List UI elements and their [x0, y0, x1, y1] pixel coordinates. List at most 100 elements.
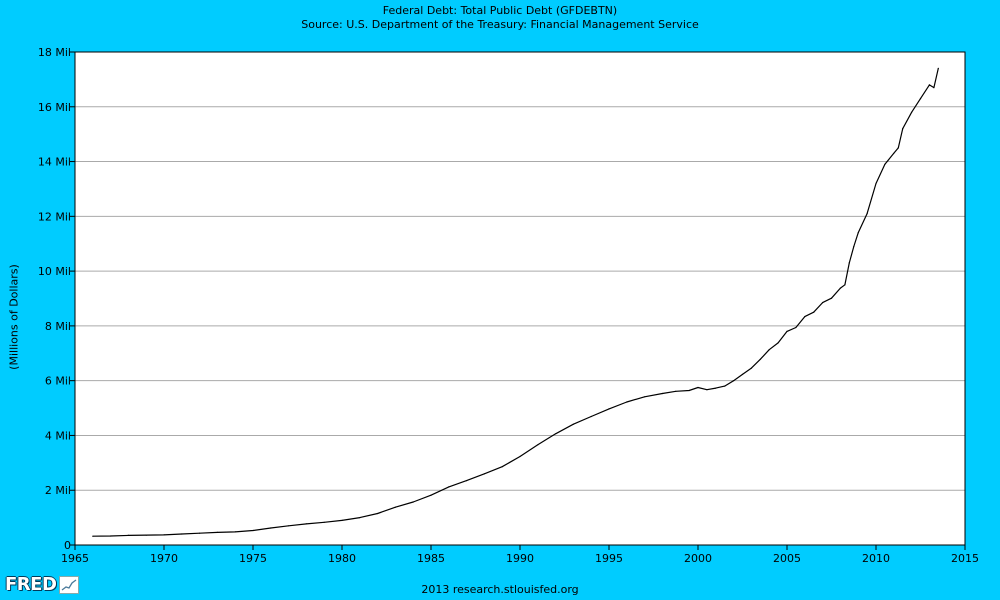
data-point: [199, 532, 201, 534]
data-point: [786, 330, 788, 332]
data-point: [911, 111, 913, 113]
data-point: [626, 401, 628, 403]
data-point: [359, 517, 361, 519]
data-point: [884, 163, 886, 165]
data-point: [519, 455, 521, 458]
y-tick-label: 12 Mil: [38, 210, 71, 223]
data-point: [661, 392, 664, 395]
x-tick-label: 2000: [684, 552, 712, 565]
x-tick-label: 2005: [773, 552, 801, 565]
data-point: [430, 494, 432, 496]
logo-graph-icon: [59, 576, 80, 594]
data-point: [928, 84, 931, 86]
data-point: [759, 358, 761, 360]
chart-title: Federal Debt: Total Public Debt (GFDEBTN…: [382, 4, 618, 17]
x-tick-label: 1965: [61, 552, 89, 565]
x-tick-label: 1975: [239, 552, 267, 565]
y-tick-label: 10 Mil: [38, 265, 71, 278]
data-point: [323, 521, 325, 523]
data-point: [902, 128, 904, 130]
data-point: [590, 415, 592, 418]
data-point: [777, 342, 779, 344]
data-point: [394, 506, 396, 508]
data-point: [893, 152, 895, 154]
data-point: [897, 147, 899, 149]
y-tick-label: 18 Mil: [38, 46, 71, 59]
x-tick-label: 2010: [862, 552, 890, 565]
data-point: [537, 444, 539, 446]
data-point: [750, 367, 753, 369]
axes: [70, 51, 966, 550]
data-point: [608, 408, 610, 410]
data-point: [919, 98, 922, 100]
data-point: [252, 529, 254, 532]
data-point: [145, 534, 147, 536]
data-point: [181, 533, 183, 535]
y-tick-label: 2 Mil: [45, 484, 71, 497]
data-point: [412, 501, 414, 503]
data-point: [937, 67, 939, 69]
y-tick-label: 16 Mil: [38, 101, 71, 114]
data-point: [933, 87, 935, 89]
data-point: [466, 480, 468, 482]
data-point: [857, 232, 859, 234]
data-point: [830, 297, 833, 299]
data-point: [848, 262, 850, 264]
x-tick-label: 1970: [150, 552, 178, 565]
y-axis-label: (Millions of Dollars): [7, 264, 21, 370]
data-point: [501, 466, 503, 468]
data-point: [715, 387, 717, 389]
data-point: [377, 512, 379, 515]
tick-labels: 0 2 Mil 4 Mil 6 Mil 8 Mil 10 Mil 12 Mil 14 Mil 1…: [38, 46, 979, 565]
x-tick-label: 1980: [328, 552, 356, 565]
data-point: [795, 326, 797, 329]
y-tick-label: 8 Mil: [45, 320, 71, 333]
x-tick-label: 2015: [951, 552, 979, 565]
data-point: [127, 534, 129, 537]
data-point: [822, 302, 824, 304]
data-point: [644, 396, 646, 398]
data-point: [839, 287, 842, 289]
data-point: [234, 531, 236, 533]
data-point: [572, 423, 575, 425]
footer-credit[interactable]: 2013 research.stlouisfed.org: [421, 583, 579, 596]
data-point: [341, 519, 343, 522]
fred-logo-text: FRED: [5, 574, 57, 595]
y-tick-label: 14 Mil: [38, 156, 71, 169]
y-tick-label: 4 Mil: [45, 429, 71, 442]
plot-border: [74, 51, 966, 546]
data-point: [675, 390, 677, 392]
data-point: [804, 316, 806, 318]
data-point: [741, 373, 744, 375]
x-tick-label: 1985: [417, 552, 445, 565]
data-point: [853, 245, 855, 248]
data-point: [110, 535, 112, 537]
data-point: [724, 385, 726, 387]
data-point: [270, 527, 272, 529]
data-point: [483, 473, 485, 475]
data-point: [555, 433, 557, 435]
data-point: [92, 535, 94, 537]
data-point: [288, 525, 290, 527]
data-point: [706, 389, 708, 391]
y-tick-label: 6 Mil: [45, 375, 71, 388]
data-point: [163, 534, 165, 536]
data-point: [768, 349, 770, 351]
x-tick-label: 1990: [506, 552, 534, 565]
data-point: [305, 523, 307, 525]
data-point: [866, 213, 868, 215]
data-point: [697, 386, 699, 389]
series-layer: [92, 67, 939, 537]
data-point: [688, 389, 690, 392]
data-point: [448, 486, 450, 488]
y-tick-label: 0: [64, 539, 71, 552]
fred-logo[interactable]: FRED: [5, 574, 90, 596]
x-tick-label: 1995: [595, 552, 623, 565]
data-point: [844, 284, 846, 286]
data-point: [813, 311, 815, 313]
plot-area: [75, 52, 965, 545]
chart-subtitle: Source: U.S. Department of the Treasury:…: [301, 18, 699, 31]
data-point: [216, 531, 218, 534]
data-point: [875, 182, 877, 185]
